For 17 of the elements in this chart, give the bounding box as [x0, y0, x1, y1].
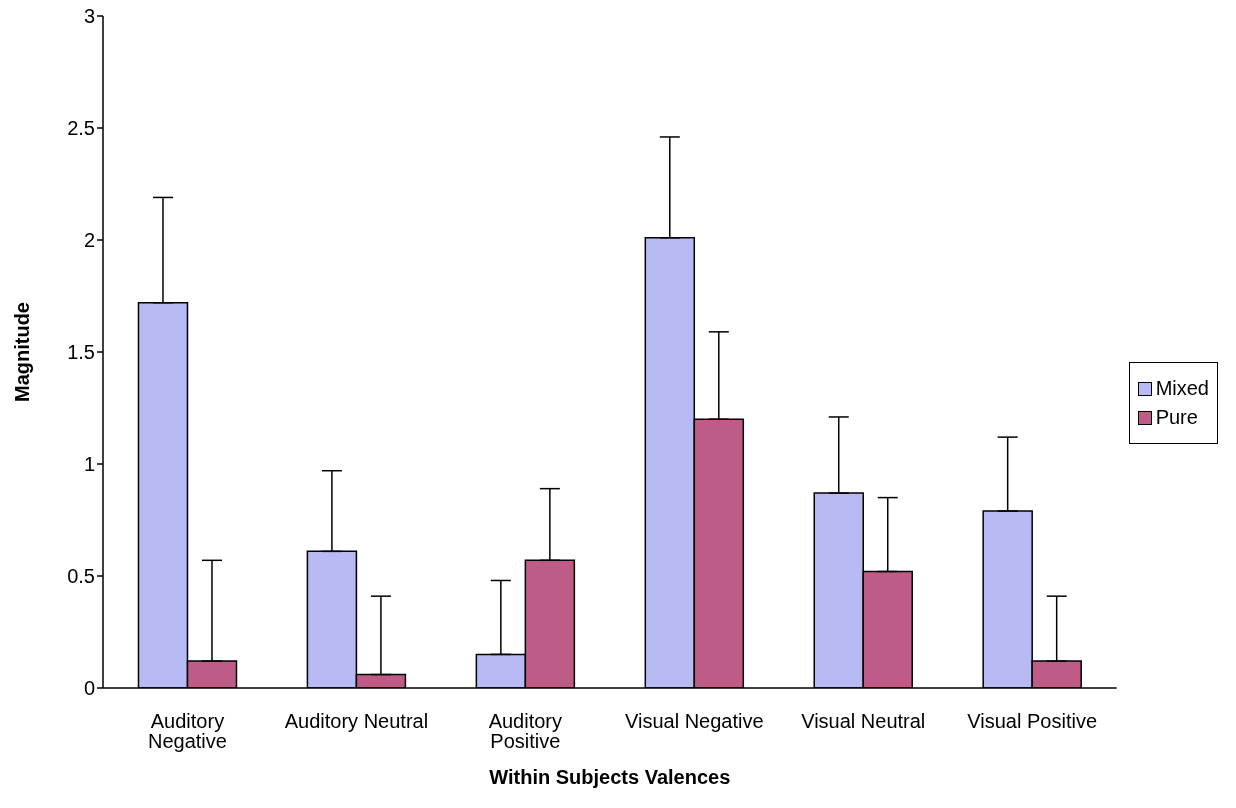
x-axis-title: Within Subjects Valences	[489, 766, 731, 788]
y-tick-label: 2	[83, 229, 95, 252]
legend-label: Pure	[1155, 406, 1198, 429]
y-tick-label: 0.5	[67, 565, 95, 588]
y-axis-title: Magnitude	[11, 302, 34, 402]
x-tick-label: Visual Positive	[967, 710, 1098, 733]
x-tick-label: Auditory Negative	[148, 710, 227, 753]
y-tick-label: 3	[83, 5, 95, 28]
x-tick-label: Auditory Positive	[488, 710, 563, 753]
x-tick-label: Auditory Neutral	[284, 710, 429, 733]
y-tick-label: 2.5	[67, 117, 95, 140]
x-tick-label: Visual Negative	[624, 710, 764, 733]
x-tick-label: Visual Neutral	[801, 710, 926, 733]
y-tick-label: 1.5	[67, 341, 95, 364]
y-tick-label: 1	[83, 453, 95, 476]
y-tick-label: 0	[83, 677, 95, 700]
legend-label: Mixed	[1155, 377, 1209, 400]
